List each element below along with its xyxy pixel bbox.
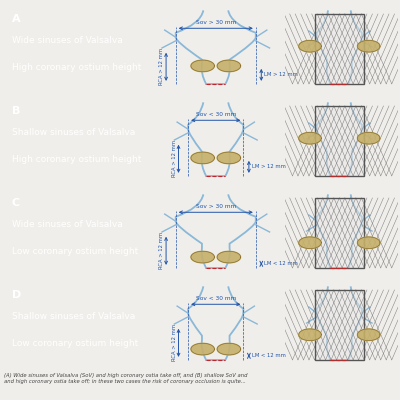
Polygon shape xyxy=(217,60,241,72)
Polygon shape xyxy=(299,329,321,340)
Text: B: B xyxy=(12,106,20,116)
Polygon shape xyxy=(217,251,241,263)
Bar xyxy=(314,106,364,176)
Text: D: D xyxy=(12,290,21,300)
Polygon shape xyxy=(358,237,380,248)
Polygon shape xyxy=(358,329,380,340)
Text: RCA > 12 mm: RCA > 12 mm xyxy=(172,140,177,177)
Text: RCA > 12 mm: RCA > 12 mm xyxy=(160,232,164,269)
Text: Low coronary ostium height: Low coronary ostium height xyxy=(12,339,138,348)
Polygon shape xyxy=(299,237,321,248)
Text: (A) Wide sinuses of Valsalva (SoV) and high coronary ostia take off, and (B) sha: (A) Wide sinuses of Valsalva (SoV) and h… xyxy=(4,373,248,384)
Polygon shape xyxy=(299,40,321,52)
Text: LM > 12 mm: LM > 12 mm xyxy=(264,72,298,77)
Text: Wide sinuses of Valsalva: Wide sinuses of Valsalva xyxy=(12,36,122,45)
Text: Shallow sinuses of Valsalva: Shallow sinuses of Valsalva xyxy=(12,312,135,321)
Text: Wide sinuses of Valsalva: Wide sinuses of Valsalva xyxy=(12,220,122,229)
Text: High coronary ostium height: High coronary ostium height xyxy=(12,155,141,164)
Bar xyxy=(314,106,364,176)
Text: Shallow sinuses of Valsalva: Shallow sinuses of Valsalva xyxy=(12,128,135,137)
Polygon shape xyxy=(217,343,241,355)
Bar xyxy=(314,14,364,84)
Bar xyxy=(314,290,364,360)
Text: LM < 12 mm: LM < 12 mm xyxy=(264,261,298,266)
Text: RCA > 12 mm: RCA > 12 mm xyxy=(160,48,164,85)
Text: Sov > 30 mm: Sov > 30 mm xyxy=(196,204,236,209)
Text: A: A xyxy=(12,14,20,24)
Text: Sov < 30 mm: Sov < 30 mm xyxy=(196,112,236,117)
Bar xyxy=(314,290,364,360)
Text: High coronary ostium height: High coronary ostium height xyxy=(12,63,141,72)
Polygon shape xyxy=(191,152,214,164)
Polygon shape xyxy=(358,40,380,52)
Text: LM > 12 mm: LM > 12 mm xyxy=(252,164,286,169)
Text: RCA > 12 mm: RCA > 12 mm xyxy=(172,324,177,361)
Text: C: C xyxy=(12,198,20,208)
Polygon shape xyxy=(358,132,380,144)
Bar xyxy=(314,198,364,268)
Text: Sov > 30 mm: Sov > 30 mm xyxy=(196,20,236,25)
Bar xyxy=(314,198,364,268)
Text: Sov < 30 mm: Sov < 30 mm xyxy=(196,296,236,301)
Polygon shape xyxy=(217,152,241,164)
Bar xyxy=(314,14,364,84)
Polygon shape xyxy=(191,343,214,355)
Polygon shape xyxy=(299,132,321,144)
Polygon shape xyxy=(191,60,214,72)
Polygon shape xyxy=(191,251,214,263)
Text: Low coronary ostium height: Low coronary ostium height xyxy=(12,247,138,256)
Text: LM < 12 mm: LM < 12 mm xyxy=(252,353,286,358)
